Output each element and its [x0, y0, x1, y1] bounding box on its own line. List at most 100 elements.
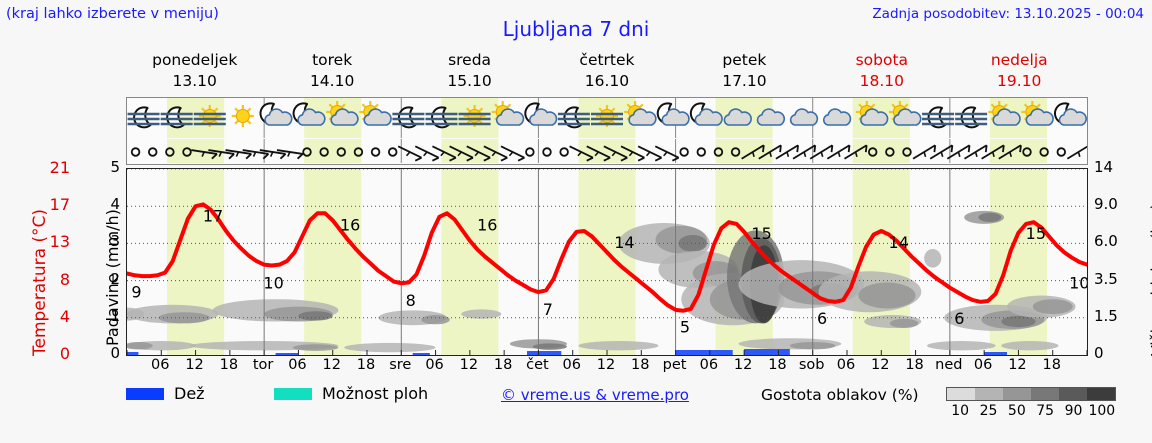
wind-barb-icon [500, 145, 525, 162]
weather-icon-cloud-moon [689, 102, 723, 126]
day-header-četrtek: četrtek 16.10 [538, 50, 675, 94]
day-name: sreda [448, 51, 492, 69]
x-axis-tick-label: 06 [288, 357, 307, 373]
weather-icon-cloud-moon [524, 102, 558, 126]
x-axis-tick-label: 18 [356, 357, 376, 373]
wind-calm-icon [696, 147, 706, 157]
wind-barb-icon [242, 149, 270, 160]
wind-barb-icon [586, 145, 611, 162]
day-header-sreda: sreda 15.10 [401, 50, 538, 94]
day-date: 14.10 [309, 72, 355, 90]
weather-icon-cloud [723, 108, 752, 126]
wind-barb-icon [758, 144, 782, 160]
x-axis-tick-label: 18 [493, 357, 513, 373]
wind-barb-icon [929, 144, 954, 160]
wind-barb-icon [276, 149, 304, 160]
weather-icon-sun-fog [193, 105, 226, 127]
wind-barb-icon [637, 145, 662, 162]
x-axis-tick-label: ned [935, 357, 963, 373]
wind-barb-icon [912, 144, 937, 160]
wind-barb-icon [998, 144, 1022, 160]
x-axis-tick-label: tor [252, 357, 274, 373]
wind-calm-icon [370, 147, 381, 157]
temperature-point-label: 9 [131, 282, 141, 301]
cloud-density-tick-50: 50 [1007, 403, 1026, 419]
x-axis-tick-label: 12 [733, 357, 753, 373]
precipitation-tick-3: 3 [110, 232, 120, 251]
wind-calm-icon [302, 147, 312, 157]
x-axis-tick-label: 12 [322, 357, 341, 373]
x-axis-tick-label: 18 [768, 357, 787, 373]
temperature-tick-0: 0 [59, 344, 70, 363]
cloud-height-tick-1.5: 1.5 [1094, 306, 1118, 325]
x-axis-tick-label: 12 [871, 357, 890, 373]
temperature-point-label: 5 [680, 318, 690, 337]
precipitation-tick-0: 0 [110, 344, 120, 362]
wind-barb-icon [414, 145, 440, 162]
precipitation-tick-2: 2 [110, 269, 120, 288]
x-axis-tick-label: 06 [425, 357, 444, 373]
day-header-nedelja: nedelja 19.10 [951, 50, 1088, 94]
temperature-point-label: 10 [263, 273, 283, 292]
cloud-density-tick-100: 100 [1088, 403, 1116, 419]
wind-calm-icon [1022, 147, 1032, 157]
cloud-density-tick-90: 90 [1064, 403, 1083, 419]
temperature-point-label: 17 [203, 206, 223, 225]
temperature-axis-title: Temperatura (°C) [30, 208, 50, 356]
temperature-point-label: 16 [340, 215, 360, 234]
cloud-height-tick-14: 14 [1094, 158, 1114, 176]
weather-icon-sun-fog [591, 105, 623, 127]
wind-calm-icon [148, 147, 158, 157]
x-axis-tick-label: 12 [459, 357, 479, 373]
wind-barb-icon [1066, 145, 1087, 160]
day-name: torek [312, 51, 353, 69]
last-update-text: Zadnja posodobitev: 13.10.2025 - 00:04 [872, 6, 1144, 22]
wind-barb-icon [466, 145, 491, 162]
weather-icon-cloud-sun [855, 101, 889, 126]
wind-calm-icon [353, 147, 364, 157]
cloud-height-tick-9.0: 9.0 [1094, 195, 1118, 214]
x-axis-labels: 06 12 18 tor 06 12 18 sre 06 12 18 čet 06 12 18 pet 06 12… [126, 357, 1088, 379]
x-axis-tick-label: 06 [836, 357, 856, 373]
wind-calm-icon [1039, 147, 1049, 157]
weather-icon-sun-partly [231, 105, 254, 127]
copyright-link[interactable]: © vreme.us & vreme.pro [501, 386, 689, 404]
wind-barb-icon [432, 145, 457, 162]
x-axis-tick-label: 18 [1042, 357, 1061, 373]
wind-barb-icon [946, 144, 971, 160]
wind-calm-icon [885, 147, 895, 157]
day-header-petek: petek 17.10 [676, 50, 813, 94]
meteogram-plot: 9 17 10 16 8 16 7 14 5 15 6 14 6 15 10 [126, 168, 1088, 356]
wind-calm-icon [319, 147, 329, 157]
wind-barb-icon [225, 149, 252, 160]
weather-icon-sun-fog [458, 105, 491, 127]
weather-icon-moon-fog [392, 106, 425, 129]
wind-barb-icon [483, 145, 508, 162]
wind-calm-icon [336, 147, 346, 157]
cloud-density-swatch [1087, 388, 1115, 400]
cloud-density-legend-bar [946, 387, 1116, 401]
temperature-curve [127, 202, 1087, 313]
wind-barb-icon [775, 144, 799, 160]
rain-legend-label: Dež [174, 384, 205, 403]
wind-barb-band [126, 139, 1088, 165]
wind-calm-icon [182, 147, 192, 157]
temperature-point-label: 6 [954, 309, 964, 328]
cloud-height-axis-title: Višina oblakov (km) [1148, 203, 1152, 356]
day-header-row: ponedeljek 13.10 torek 14.10 sreda 15.10 četrt… [126, 50, 1088, 94]
wind-calm-icon [130, 147, 141, 157]
weather-icon-moon-fog [127, 106, 160, 129]
wind-barb-icon [449, 145, 474, 162]
temperature-tick-13: 13 [49, 232, 70, 252]
weather-icon-band [126, 97, 1088, 139]
wind-calm-icon [542, 147, 552, 157]
x-axis-tick-label: 06 [973, 357, 993, 373]
cloud-density-legend-ticks: 10 25 50 75 90 100 [938, 403, 1128, 421]
x-axis-tick-label: 18 [905, 357, 924, 373]
weather-icon-moon-fog [955, 106, 988, 129]
x-axis-tick-label: pet [662, 357, 687, 373]
x-axis-tick-label: 06 [151, 357, 170, 373]
cloud-height-tick-6.0: 6.0 [1094, 232, 1118, 251]
cloud-density-swatch [975, 388, 1003, 400]
x-axis-tick-label: 18 [631, 357, 650, 373]
